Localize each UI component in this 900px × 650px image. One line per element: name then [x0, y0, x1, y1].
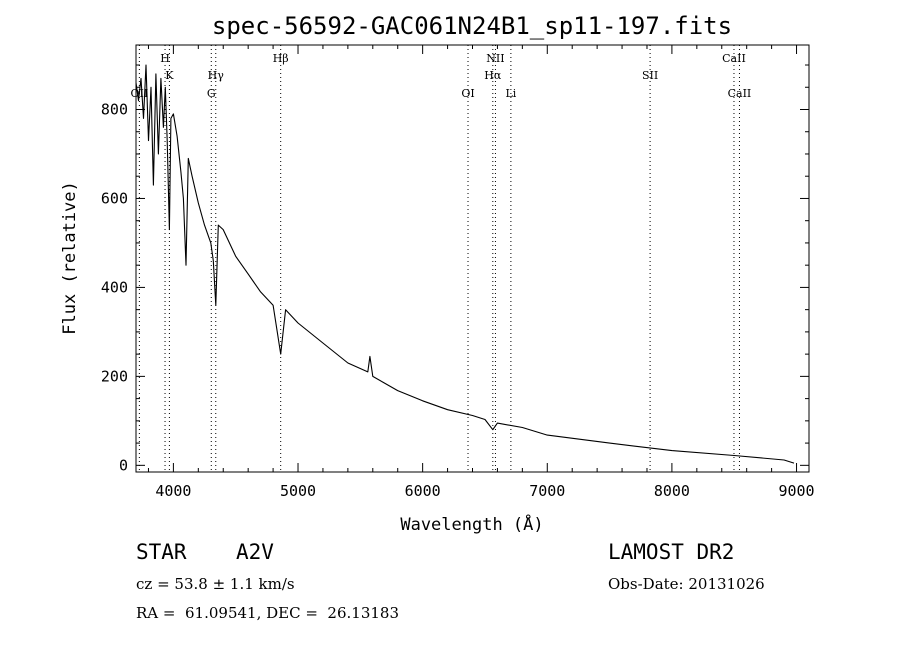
line-marker-label: K: [165, 69, 174, 82]
y-tick-label: 200: [101, 367, 128, 385]
chart-title: spec-56592-GAC061N24B1_sp11-197.fits: [212, 12, 732, 40]
line-marker-label: SII: [642, 69, 658, 82]
line-marker-label: Hγ: [208, 69, 225, 82]
y-tick-label: 0: [119, 456, 128, 474]
spectrum-series: [135, 64, 795, 464]
line-marker-label: Hβ: [273, 52, 289, 65]
x-tick-label: 4000: [155, 482, 191, 500]
spectrum-line: [135, 64, 795, 464]
line-marker-label: Hα: [484, 69, 502, 82]
y-axis-ticks: 0 200 400 600 800: [101, 64, 809, 474]
line-marker-label: CaII: [728, 87, 752, 100]
spectrum-plot: spec-56592-GAC061N24B1_sp11-197.fits OII…: [60, 12, 815, 535]
coordinates: RA = 61.09541, DEC = 26.13183: [136, 604, 400, 622]
line-marker-label: H: [160, 52, 170, 65]
line-marker-label: Li: [505, 87, 516, 100]
survey-name: LAMOST DR2: [608, 540, 735, 564]
x-tick-label: 5000: [280, 482, 316, 500]
y-tick-label: 400: [101, 278, 128, 296]
y-tick-label: 600: [101, 189, 128, 207]
line-marker-label: OI: [461, 87, 474, 100]
x-tick-label: 6000: [405, 482, 441, 500]
x-axis-label: Wavelength (Å): [400, 513, 543, 535]
line-marker-label: CaII: [722, 52, 746, 65]
spectral-subclass: A2V: [236, 540, 274, 564]
x-axis-ticks: 4000 5000 6000 7000 8000 9000: [147, 45, 815, 500]
x-tick-label: 7000: [529, 482, 565, 500]
x-tick-label: 8000: [654, 482, 690, 500]
obs-date: Obs-Date: 20131026: [608, 575, 765, 593]
x-tick-label: 9000: [778, 482, 814, 500]
object-class: STAR: [136, 540, 187, 564]
line-marker-label: NII: [486, 52, 504, 65]
y-tick-label: 800: [101, 100, 128, 118]
line-marker-label: G: [207, 87, 216, 100]
redshift-text: cz = 53.8 ± 1.1 km/s: [136, 575, 295, 593]
y-axis-label: Flux (relative): [60, 181, 80, 335]
